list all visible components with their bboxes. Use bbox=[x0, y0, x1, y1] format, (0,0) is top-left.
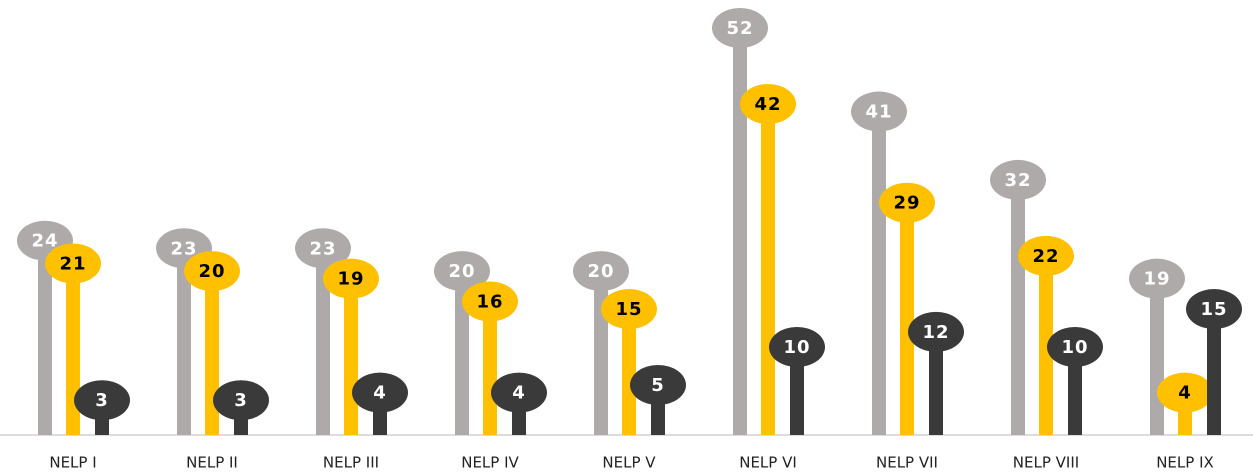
value-label: 19 bbox=[337, 269, 364, 290]
value-label: 5 bbox=[651, 375, 665, 396]
bubble bbox=[213, 380, 269, 421]
stem bbox=[177, 248, 191, 435]
x-tick-label: NELP III bbox=[323, 454, 379, 472]
stem bbox=[761, 103, 775, 435]
bubble bbox=[491, 372, 547, 413]
stem bbox=[1068, 347, 1082, 435]
value-label: 19 bbox=[1143, 269, 1170, 290]
bubble bbox=[630, 365, 686, 406]
value-label: 22 bbox=[1032, 246, 1059, 267]
stem bbox=[205, 271, 219, 435]
bubble bbox=[45, 243, 101, 284]
stem bbox=[900, 202, 914, 435]
x-tick-label: NELP V bbox=[602, 454, 656, 472]
bubble bbox=[712, 8, 768, 48]
value-label: 20 bbox=[587, 261, 614, 282]
value-label: 41 bbox=[865, 102, 892, 123]
bubble bbox=[1129, 258, 1185, 299]
value-label: 4 bbox=[373, 383, 387, 404]
x-tick-label: NELP IV bbox=[461, 454, 519, 472]
value-label: 42 bbox=[754, 94, 781, 115]
bubble bbox=[462, 281, 518, 322]
bubble bbox=[851, 91, 907, 132]
stem bbox=[344, 278, 358, 435]
value-label: 24 bbox=[31, 231, 58, 252]
stem bbox=[316, 248, 330, 435]
x-tick-label: NELP II bbox=[186, 454, 238, 472]
bubble bbox=[601, 289, 657, 330]
bubble bbox=[323, 258, 379, 299]
value-label: 10 bbox=[783, 337, 810, 358]
stem bbox=[1150, 278, 1164, 435]
value-label: 21 bbox=[59, 253, 86, 274]
bubble bbox=[434, 251, 490, 292]
stem bbox=[594, 271, 608, 435]
stem bbox=[483, 301, 497, 435]
bubble bbox=[74, 380, 130, 421]
value-label: 52 bbox=[726, 18, 753, 39]
value-label: 15 bbox=[615, 299, 642, 320]
bubble bbox=[295, 228, 351, 269]
value-label: 16 bbox=[476, 291, 503, 312]
value-label: 12 bbox=[922, 322, 949, 343]
stem bbox=[790, 347, 804, 435]
x-tick-label: NELP I bbox=[49, 454, 96, 472]
x-tick-label: NELP VIII bbox=[1013, 454, 1079, 472]
value-label: 15 bbox=[1200, 299, 1227, 320]
value-label: 3 bbox=[95, 390, 109, 411]
bubble bbox=[908, 311, 964, 352]
stem bbox=[929, 331, 943, 435]
stem bbox=[733, 28, 747, 435]
value-label: 32 bbox=[1004, 170, 1031, 191]
bubble bbox=[1047, 327, 1103, 368]
stem bbox=[872, 111, 886, 436]
bubble bbox=[352, 372, 408, 413]
bubble bbox=[1157, 372, 1213, 413]
x-tick-label: NELP IX bbox=[1156, 454, 1214, 472]
x-tick-label: NELP VII bbox=[876, 454, 938, 472]
bubble bbox=[769, 327, 825, 368]
stem bbox=[38, 240, 52, 435]
value-label: 20 bbox=[448, 261, 475, 282]
bubble bbox=[184, 251, 240, 292]
bubble bbox=[879, 182, 935, 223]
value-label: 23 bbox=[170, 238, 197, 259]
bubble bbox=[1186, 289, 1242, 330]
bubble bbox=[740, 83, 796, 124]
bubble bbox=[990, 159, 1046, 200]
value-label: 3 bbox=[234, 390, 248, 411]
stem bbox=[1207, 309, 1221, 435]
value-label: 23 bbox=[309, 238, 336, 259]
stem bbox=[622, 309, 636, 435]
bubble bbox=[573, 251, 629, 292]
value-label: 20 bbox=[198, 261, 225, 282]
value-label: 4 bbox=[512, 383, 526, 404]
stem bbox=[455, 271, 469, 435]
stem bbox=[1039, 255, 1053, 435]
value-label: 4 bbox=[1178, 383, 1192, 404]
value-label: 29 bbox=[893, 193, 920, 214]
bubble bbox=[1018, 235, 1074, 276]
value-label: 10 bbox=[1061, 337, 1088, 358]
stem bbox=[1011, 179, 1025, 435]
x-tick-label: NELP VI bbox=[739, 454, 797, 472]
